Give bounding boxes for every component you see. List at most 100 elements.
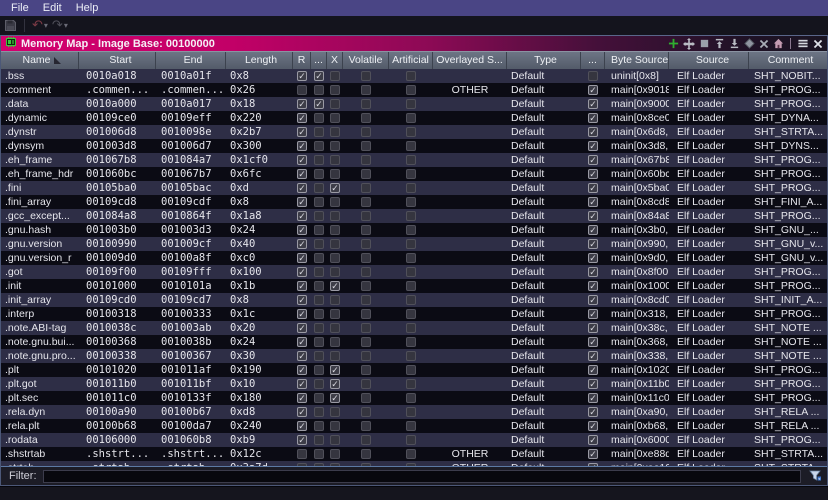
- split-block-icon[interactable]: [699, 38, 710, 49]
- cell-read-checkbox[interactable]: ✓: [297, 211, 307, 221]
- local-menu-icon[interactable]: [797, 38, 809, 49]
- cell-execute-checkbox[interactable]: ✓: [330, 393, 340, 403]
- table-row[interactable]: .strtab .strtab... .strtab... 0x3a7d ✓ ✓…: [1, 461, 827, 466]
- cell-initialized-checkbox[interactable]: ✓: [588, 421, 598, 431]
- cell-volatile-checkbox[interactable]: ✓: [343, 349, 389, 363]
- filter-options-icon[interactable]: [807, 469, 823, 483]
- cell-write-checkbox[interactable]: ✓: [311, 223, 327, 237]
- merge-blocks-icon[interactable]: [744, 38, 755, 49]
- column-header-write[interactable]: ...: [311, 52, 327, 69]
- cell-volatile-checkbox[interactable]: ✓: [343, 307, 389, 321]
- cell-artificial-checkbox[interactable]: ✓: [389, 307, 433, 321]
- redo-button[interactable]: ↷ ▾: [52, 18, 68, 34]
- column-header-comment[interactable]: Comment: [767, 54, 814, 66]
- cell-execute-checkbox[interactable]: ✓: [327, 405, 343, 419]
- cell-execute-checkbox[interactable]: ✓: [327, 223, 343, 237]
- cell-execute-checkbox[interactable]: ✓: [327, 111, 343, 125]
- cell-artificial-checkbox[interactable]: ✓: [389, 419, 433, 433]
- cell-initialized-checkbox[interactable]: ✓: [588, 393, 598, 403]
- cell-artificial-checkbox[interactable]: ✓: [389, 363, 433, 377]
- cell-write-checkbox[interactable]: ✓: [311, 195, 327, 209]
- cell-initialized-checkbox[interactable]: ✓: [588, 85, 598, 95]
- cell-execute-checkbox[interactable]: ✓: [330, 379, 340, 389]
- cell-execute-checkbox[interactable]: ✓: [327, 125, 343, 139]
- column-header-artificial[interactable]: Artificial: [389, 52, 433, 69]
- cell-write-checkbox[interactable]: ✓: [311, 279, 327, 293]
- cell-artificial-checkbox[interactable]: ✓: [389, 153, 433, 167]
- cell-volatile-checkbox[interactable]: ✓: [343, 97, 389, 111]
- cell-execute-checkbox[interactable]: ✓: [327, 209, 343, 223]
- cell-initialized-checkbox[interactable]: ✓: [588, 295, 598, 305]
- cell-initialized-checkbox[interactable]: ✓: [588, 127, 598, 137]
- cell-execute-checkbox[interactable]: ✓: [327, 69, 343, 83]
- cell-write-checkbox[interactable]: ✓: [314, 99, 324, 109]
- cell-write-checkbox[interactable]: ✓: [311, 293, 327, 307]
- cell-write-checkbox[interactable]: ✓: [311, 349, 327, 363]
- cell-execute-checkbox[interactable]: ✓: [327, 293, 343, 307]
- cell-initialized-checkbox[interactable]: ✓: [581, 461, 605, 466]
- cell-initialized-checkbox[interactable]: ✓: [588, 113, 598, 123]
- cell-volatile-checkbox[interactable]: ✓: [343, 279, 389, 293]
- cell-volatile-checkbox[interactable]: ✓: [343, 237, 389, 251]
- cell-read-checkbox[interactable]: ✓: [293, 461, 311, 466]
- cell-artificial-checkbox[interactable]: ✓: [389, 181, 433, 195]
- cell-volatile-checkbox[interactable]: ✓: [343, 139, 389, 153]
- cell-artificial-checkbox[interactable]: ✓: [389, 405, 433, 419]
- cell-read-checkbox[interactable]: ✓: [297, 309, 307, 319]
- cell-write-checkbox[interactable]: ✓: [311, 321, 327, 335]
- table-row[interactable]: .rela.plt 00100b68 00100da7 0x240 ✓ ✓ ✓ …: [1, 419, 827, 433]
- table-row[interactable]: .gcc_except... 001084a8 0010864f 0x1a8 ✓…: [1, 209, 827, 223]
- cell-initialized-checkbox[interactable]: ✓: [588, 351, 598, 361]
- cell-write-checkbox[interactable]: ✓: [311, 167, 327, 181]
- cell-artificial-checkbox[interactable]: ✓: [389, 167, 433, 181]
- cell-artificial-checkbox[interactable]: ✓: [389, 139, 433, 153]
- cell-execute-checkbox[interactable]: ✓: [327, 153, 343, 167]
- set-image-base-icon[interactable]: [773, 38, 784, 49]
- cell-volatile-checkbox[interactable]: ✓: [343, 447, 389, 461]
- cell-volatile-checkbox[interactable]: ✓: [343, 69, 389, 83]
- cell-read-checkbox[interactable]: ✓: [297, 365, 307, 375]
- cell-write-checkbox[interactable]: ✓: [311, 461, 327, 466]
- menu-file[interactable]: File: [11, 2, 29, 14]
- column-header-type[interactable]: Type: [507, 52, 581, 69]
- cell-volatile-checkbox[interactable]: ✓: [343, 167, 389, 181]
- cell-write-checkbox[interactable]: ✓: [311, 181, 327, 195]
- cell-initialized-checkbox[interactable]: ✓: [588, 253, 598, 263]
- menu-help[interactable]: Help: [75, 2, 99, 14]
- cell-execute-checkbox[interactable]: ✓: [327, 167, 343, 181]
- cell-volatile-checkbox[interactable]: ✓: [343, 209, 389, 223]
- cell-volatile-checkbox[interactable]: ✓: [343, 419, 389, 433]
- cell-volatile-checkbox[interactable]: ✓: [343, 265, 389, 279]
- cell-read-checkbox[interactable]: ✓: [297, 407, 307, 417]
- cell-artificial-checkbox[interactable]: ✓: [389, 125, 433, 139]
- cell-initialized-checkbox[interactable]: ✓: [588, 183, 598, 193]
- column-header-volatile[interactable]: Volatile: [343, 52, 389, 69]
- cell-artificial-checkbox[interactable]: ✓: [389, 251, 433, 265]
- column-header-length[interactable]: Length: [226, 52, 293, 69]
- column-header-initialized[interactable]: ...: [581, 52, 605, 69]
- cell-execute-checkbox[interactable]: ✓: [327, 195, 343, 209]
- cell-write-checkbox[interactable]: ✓: [311, 419, 327, 433]
- window-titlebar[interactable]: Memory Map - Image Base: 00100000: [1, 36, 827, 51]
- cell-write-checkbox[interactable]: ✓: [311, 111, 327, 125]
- table-row[interactable]: .note.gnu.bui... 00100368 0010038b 0x24 …: [1, 335, 827, 349]
- cell-write-checkbox[interactable]: ✓: [311, 83, 327, 97]
- cell-read-checkbox[interactable]: ✓: [297, 183, 307, 193]
- undo-dropdown-icon[interactable]: ▾: [43, 21, 48, 30]
- table-row[interactable]: .dynamic 00109ce0 00109eff 0x220 ✓ ✓ ✓ ✓…: [1, 111, 827, 125]
- cell-execute-checkbox[interactable]: ✓: [327, 349, 343, 363]
- table-row[interactable]: .interp 00100318 00100333 0x1c ✓ ✓ ✓ ✓ ✓…: [1, 307, 827, 321]
- cell-read-checkbox[interactable]: ✓: [297, 113, 307, 123]
- cell-volatile-checkbox[interactable]: ✓: [343, 153, 389, 167]
- table-row[interactable]: .plt.got 001011b0 001011bf 0x10 ✓ ✓ ✓ ✓ …: [1, 377, 827, 391]
- save-icon[interactable]: [4, 18, 17, 34]
- cell-read-checkbox[interactable]: ✓: [297, 435, 307, 445]
- table-row[interactable]: .eh_frame 001067b8 001084a7 0x1cf0 ✓ ✓ ✓…: [1, 153, 827, 167]
- cell-artificial-checkbox[interactable]: ✓: [389, 195, 433, 209]
- cell-artificial-checkbox[interactable]: ✓: [389, 433, 433, 447]
- cell-initialized-checkbox[interactable]: ✓: [588, 435, 598, 445]
- cell-initialized-checkbox[interactable]: ✓: [588, 337, 598, 347]
- cell-initialized-checkbox[interactable]: ✓: [588, 141, 598, 151]
- cell-write-checkbox[interactable]: ✓: [311, 153, 327, 167]
- cell-read-checkbox[interactable]: ✓: [297, 393, 307, 403]
